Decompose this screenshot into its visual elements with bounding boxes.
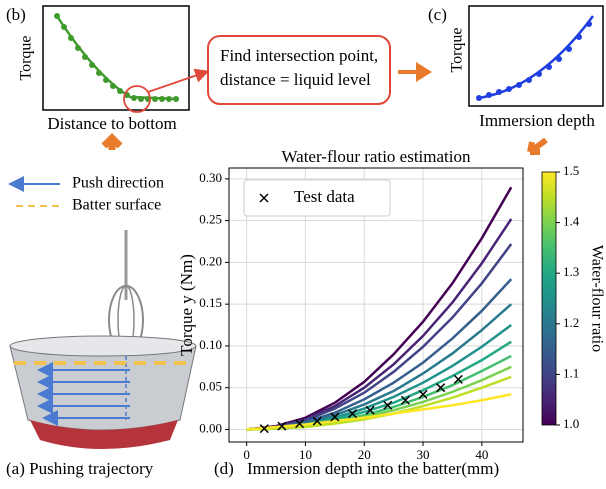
test-point xyxy=(383,400,393,410)
colorbar-tick-label: 1.4 xyxy=(563,214,580,229)
arrow-right xyxy=(398,62,432,82)
y-tick-label: 0.10 xyxy=(199,337,222,352)
test-point xyxy=(365,405,375,415)
x-tick-label: 10 xyxy=(299,447,312,462)
panel-frame xyxy=(42,5,190,111)
x-label: Distance to bottom xyxy=(47,114,176,133)
arrow-down xyxy=(527,137,548,155)
axes-frame xyxy=(228,167,524,443)
bowl-illustration xyxy=(9,230,197,449)
legend-marker xyxy=(259,193,269,203)
y-tick-label: 0.25 xyxy=(199,212,222,227)
test-point xyxy=(277,421,287,431)
callout-box xyxy=(207,35,391,105)
colorbar-tick-label: 1.5 xyxy=(563,163,579,178)
chart-title: Water-flour ratio estimation xyxy=(281,147,471,166)
illustrative-curve xyxy=(478,15,595,100)
legend-label: Push direction xyxy=(72,175,164,192)
y-tick-label: 0.20 xyxy=(199,253,222,268)
y-tick-label: 0.00 xyxy=(199,420,222,435)
legend-label: Batter surface xyxy=(72,197,161,214)
connector xyxy=(147,68,210,93)
colorbar-tick-label: 1.3 xyxy=(563,264,579,279)
colorbar xyxy=(541,171,557,426)
test-point xyxy=(453,374,463,384)
test-point xyxy=(295,419,305,429)
chart: Water-flour ratio estimation 0.00 0.05 0.10… xyxy=(177,147,605,478)
test-point xyxy=(418,389,428,399)
y-label: Torque xyxy=(18,35,35,80)
illustrative-dots xyxy=(54,13,179,102)
test-point xyxy=(312,416,322,426)
test-point xyxy=(436,383,446,393)
colorbar-tick-label: 1.1 xyxy=(563,365,579,380)
y-axis-label: Torque y (Nm) xyxy=(177,254,196,356)
highlight-circle xyxy=(123,85,151,113)
series-line xyxy=(246,393,512,431)
test-point xyxy=(330,412,340,422)
legend-label: Test data xyxy=(294,187,355,206)
y-tick-label: 0.05 xyxy=(199,379,222,394)
y-tick-label: 0.15 xyxy=(199,295,222,310)
test-point xyxy=(400,395,410,405)
panel-tag: (b) xyxy=(6,5,26,24)
panel-tag: (d) xyxy=(214,459,234,478)
x-tick-label: 20 xyxy=(358,447,371,462)
callout-text: Find intersection point, xyxy=(220,46,378,65)
test-point xyxy=(347,409,358,419)
callout-text: distance = liquid level xyxy=(220,70,371,89)
test-point xyxy=(259,424,269,434)
x-tick-label: 0 xyxy=(243,447,250,462)
series-line xyxy=(246,186,513,431)
colorbar-tick-label: 1.2 xyxy=(563,315,579,330)
x-tick-label: 40 xyxy=(475,447,488,462)
panel-tag: (c) xyxy=(428,5,447,24)
y-tick-label: 0.30 xyxy=(199,170,222,185)
arrow-up xyxy=(101,133,123,150)
illustrative-dots xyxy=(476,21,592,101)
y-label: Torque xyxy=(449,27,466,72)
x-axis-label: Immersion depth into the batter(mm) xyxy=(247,459,499,478)
x-label: Immersion depth xyxy=(479,111,595,130)
x-tick-label: 30 xyxy=(417,447,430,462)
panel-frame xyxy=(468,5,604,107)
colorbar-tick-label: 1.0 xyxy=(563,416,579,431)
legend-box xyxy=(243,179,391,217)
colorbar-label: Water-flour ratio xyxy=(588,245,605,352)
illustrative-curve xyxy=(55,15,179,101)
caption: (a) Pushing trajectory xyxy=(6,459,154,478)
